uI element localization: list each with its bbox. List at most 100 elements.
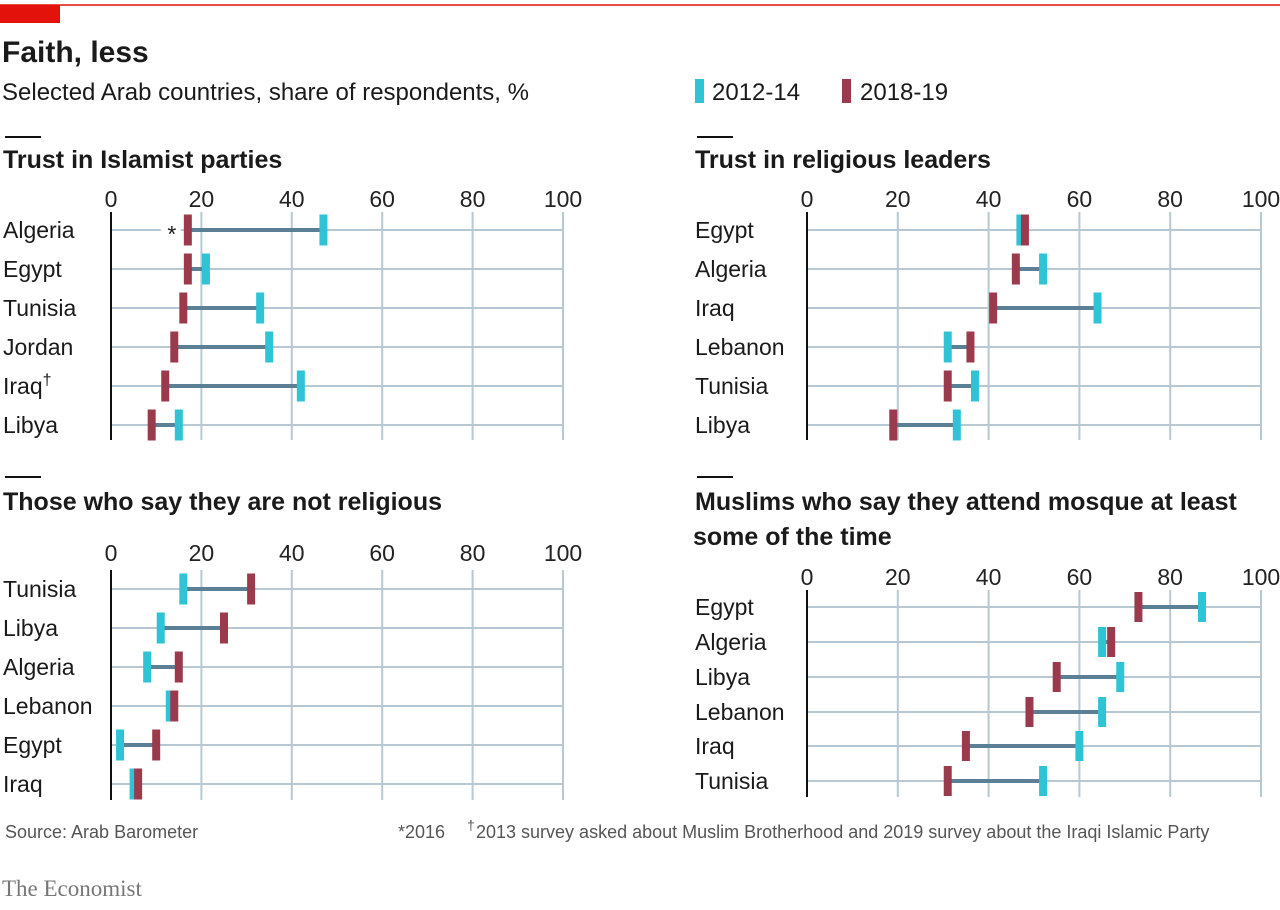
tick-label: 100 [544,186,582,212]
marker-2012-14 [179,573,188,605]
category-label: Iraq [695,733,735,759]
tick-label: 20 [189,540,215,566]
category-label: Egypt [695,594,754,620]
tick-label: 40 [976,186,1002,212]
tick-label: 60 [369,540,395,566]
tick-label: 20 [885,186,911,212]
marker-2018-19 [943,766,952,796]
category-label: Libya [3,412,58,438]
marker-2018-19 [889,409,898,441]
footnote-dagger-mark: † [467,817,475,833]
tick-label: 0 [801,186,814,212]
economist-logo: The Economist [2,876,142,901]
category-label: Egypt [3,256,62,282]
tick-label: 20 [885,564,911,590]
category-label: Algeria [3,654,75,680]
footnote-asterisk: *2016 [398,822,445,842]
panel-4: Muslims who say they attend mosque at le… [693,476,1280,797]
tick-label: 20 [189,186,215,212]
category-label: Tunisia [3,576,76,602]
tick-label: 60 [1067,564,1093,590]
marker-2018-19 [183,253,192,285]
marker-2012-14 [129,768,138,800]
category-label: Tunisia [3,295,76,321]
tick-label: 0 [105,540,118,566]
marker-2012-14 [1116,662,1125,692]
category-label: Lebanon [3,693,93,719]
marker-2018-19 [989,292,998,324]
marker-2012-14 [156,612,165,644]
chart-subtitle: Selected Arab countries, share of respon… [2,79,529,106]
marker-2012-14 [1098,697,1107,727]
marker-2012-14 [952,409,961,441]
legend-swatch-2012-14 [695,79,704,103]
legend-label-2018-19: 2018-19 [860,79,948,106]
category-label: Iraq [3,771,43,797]
marker-2012-14 [1016,214,1025,246]
marker-2012-14 [1093,292,1102,324]
source-note: Source: Arab Barometer [5,822,198,842]
marker-2018-19 [183,214,192,246]
tick-label: 80 [460,186,486,212]
tick-label: 80 [460,540,486,566]
tick-label: 60 [369,186,395,212]
note-mask [160,224,181,236]
category-label: Algeria [695,256,767,282]
legend: 2012-14 2018-19 [695,79,948,106]
marker-2018-19 [961,731,970,761]
category-label: Jordan [3,334,73,360]
marker-2018-19 [247,573,256,605]
marker-2012-14 [256,292,265,324]
panel-2: Trust in religious leaders 0 20 40 60 80 100 Eg… [695,136,1280,441]
category-label: Tunisia [695,768,768,794]
marker-2012-14 [174,409,183,441]
category-label: Egypt [695,217,754,243]
marker-2012-14 [1039,766,1048,796]
category-label: Lebanon [695,334,785,360]
marker-2018-19 [220,612,228,644]
panel-title: Those who say they are not religious [3,488,442,516]
category-label: Tunisia [695,373,768,399]
tick-label: 80 [1157,564,1183,590]
category-label: Libya [695,412,750,438]
tick-label: 0 [105,186,118,212]
marker-2018-19 [161,370,170,402]
marker-2018-19 [152,729,161,761]
category-label: Libya [695,664,750,690]
tick-label: 100 [544,540,582,566]
footnote-dagger: 2013 survey asked about Muslim Brotherho… [476,822,1209,842]
marker-2018-19 [170,331,179,363]
category-label: Egypt [3,732,62,758]
legend-label-2012-14: 2012-14 [712,79,800,106]
panel-title-line2: some of the time [693,523,892,551]
value-note-mark: * [167,221,176,247]
marker-2018-19 [1020,214,1029,246]
tick-label: 100 [1242,186,1280,212]
panel-1: Trust in Islamist parties 0 20 40 60 80 100 Alg… [3,136,582,441]
marker-2018-19 [1025,697,1034,727]
marker-2012-14 [1098,627,1107,657]
marker-2018-19 [1134,592,1143,622]
marker-2018-19 [966,331,975,363]
marker-2012-14 [165,690,174,722]
marker-2012-14 [143,651,152,683]
category-label: Libya [3,615,58,641]
marker-2018-19 [943,370,952,402]
category-label: Iraq [695,295,735,321]
panel-title: Trust in Islamist parties [3,146,282,174]
marker-2012-14 [1197,592,1206,622]
marker-2012-14 [943,331,952,363]
marker-2018-19 [1011,253,1020,285]
marker-2018-19 [1052,662,1061,692]
panel-3: Those who say they are not religious 0 20 4… [3,476,582,800]
category-label: Iraq† [3,372,52,399]
tick-label: 40 [279,540,305,566]
marker-2012-14 [1075,731,1084,761]
marker-2012-14 [970,370,979,402]
tick-label: 40 [279,186,305,212]
tick-label: 60 [1067,186,1093,212]
marker-2018-19 [1107,627,1116,657]
panel-title: Trust in religious leaders [695,146,991,174]
category-label: Algeria [3,217,75,243]
